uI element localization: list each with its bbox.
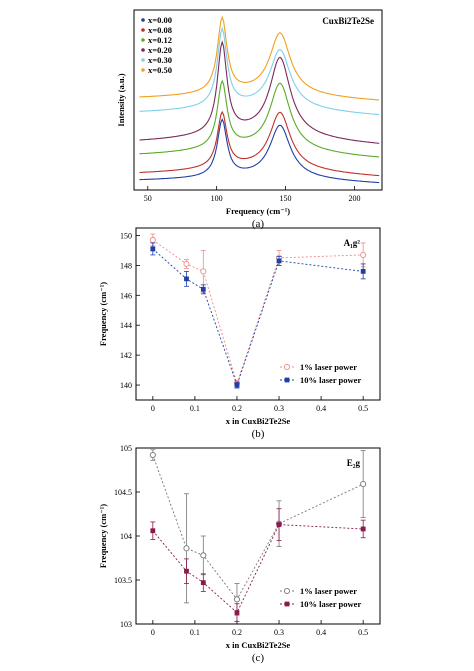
- data-point: [150, 246, 156, 252]
- y-tick-label: 146: [120, 291, 132, 300]
- x-tick-label: 150: [280, 194, 292, 203]
- legend-entry: x=0.12: [148, 35, 172, 45]
- legend-entry: 10% laser power: [300, 375, 361, 385]
- y-tick-label: 150: [120, 231, 132, 240]
- panel-b: 0 0.1 0.2 0.3 0.4 0.5 140 142 144 146 148 150 x in C…: [98, 227, 381, 440]
- legend-marker: [283, 587, 291, 595]
- series-line: [152, 524, 364, 614]
- y-axis-label: Intensity (a.u.): [116, 73, 126, 126]
- data-point: [149, 451, 156, 459]
- panel-a-frame: [133, 9, 383, 191]
- panel-frame: [135, 447, 381, 625]
- spectrum-x050: [139, 15, 380, 101]
- panel-frame: [135, 227, 381, 401]
- y-tick-label: 140: [120, 381, 132, 390]
- legend-marker: [141, 28, 145, 32]
- legend-entry: 1% laser power: [300, 362, 357, 372]
- mode-label: A₁g²: [344, 238, 361, 248]
- legend-entry: 1% laser power: [300, 586, 357, 596]
- spectrum-x030: [139, 26, 380, 116]
- spectrum-x012: [139, 79, 380, 158]
- x-tick-label: 0.5: [358, 404, 368, 413]
- legend-entry: x=0.00: [148, 15, 172, 25]
- spectrum-x000: [139, 118, 380, 184]
- x-tick-label: 0.3: [274, 404, 284, 413]
- data-point: [360, 526, 366, 532]
- data-point: [276, 258, 282, 264]
- legend-entry: x=0.30: [148, 55, 172, 65]
- data-point: [200, 268, 207, 275]
- y-tick-label: 104.5: [114, 488, 132, 497]
- x-tick-label: 200: [348, 194, 360, 203]
- x-tick-label: 0.2: [232, 404, 242, 413]
- y-tick-label: 144: [120, 321, 132, 330]
- spectrum-x020: [139, 40, 380, 144]
- legend-entry: x=0.50: [148, 65, 172, 75]
- panel-label: (a): [252, 218, 265, 230]
- x-tick-label: 50: [144, 194, 152, 203]
- data-point: [184, 568, 189, 574]
- data-point: [360, 251, 367, 258]
- legend-marker: [141, 58, 145, 62]
- x-tick-label: 0.2: [232, 628, 242, 637]
- legend-entry: 10% laser power: [300, 599, 361, 609]
- y-tick-label: 142: [120, 351, 132, 360]
- legend-entry: x=0.08: [148, 25, 172, 35]
- y-tick-label: 103.5: [114, 576, 132, 585]
- data-point: [150, 528, 156, 534]
- panel-label: (c): [252, 652, 265, 664]
- legend-marker: [141, 68, 145, 72]
- data-point: [149, 236, 156, 244]
- panel-label: (b): [252, 428, 265, 440]
- x-tick-label: 0.5: [358, 628, 368, 637]
- compound-label: CuxBi2Te2Se: [322, 16, 374, 26]
- data-point: [200, 286, 206, 292]
- x-tick-label: 0.1: [190, 404, 200, 413]
- data-point: [276, 522, 282, 527]
- panel-c: 0 0.1 0.2 0.3 0.4 0.5 103 103.5 104 104.5 105 x in …: [98, 444, 381, 664]
- x-tick-label: 0: [151, 628, 155, 637]
- data-point: [234, 610, 240, 615]
- x-tick-label: 0.4: [316, 628, 326, 637]
- data-point: [200, 580, 206, 586]
- x-tick-label: 0.4: [316, 404, 326, 413]
- data-point: [234, 382, 240, 388]
- y-tick-label: 105: [120, 444, 132, 453]
- x-axis-label: x in CuxBi2Te2Se: [226, 640, 291, 650]
- legend-entry: x=0.20: [148, 45, 172, 55]
- legend-marker: [284, 601, 290, 607]
- data-point: [360, 268, 366, 274]
- x-axis-label: x in CuxBi2Te2Se: [226, 416, 291, 426]
- data-point: [233, 596, 241, 603]
- mode-label: E₂g: [347, 458, 361, 468]
- x-tick-label: 0.1: [190, 628, 200, 637]
- y-tick-label: 104: [120, 532, 132, 541]
- x-axis-label: Frequency (cm⁻¹): [226, 206, 290, 216]
- series-line: [152, 248, 364, 387]
- legend-marker: [141, 38, 145, 42]
- spectrum-x008: [139, 110, 380, 177]
- data-point: [200, 552, 207, 559]
- data-point: [184, 276, 189, 282]
- y-axis-label: Frequency (cm⁻¹): [98, 504, 108, 568]
- data-point: [183, 260, 190, 267]
- panel-a: 50 100 150 200 Frequency (cm⁻¹) Intensity (a.…: [116, 9, 383, 230]
- legend-marker: [141, 48, 145, 52]
- x-tick-label: 100: [211, 194, 223, 203]
- series-line: [152, 454, 364, 601]
- y-tick-label: 148: [120, 261, 132, 270]
- legend-marker: [284, 377, 290, 383]
- legend-marker: [141, 18, 145, 22]
- x-tick-label: 0: [151, 404, 155, 413]
- x-tick-label: 0.3: [274, 628, 284, 637]
- legend-marker: [283, 363, 291, 371]
- y-axis-label: Frequency (cm⁻¹): [98, 282, 108, 346]
- data-point: [360, 481, 367, 488]
- data-point: [183, 545, 190, 552]
- y-tick-label: 103: [120, 620, 132, 629]
